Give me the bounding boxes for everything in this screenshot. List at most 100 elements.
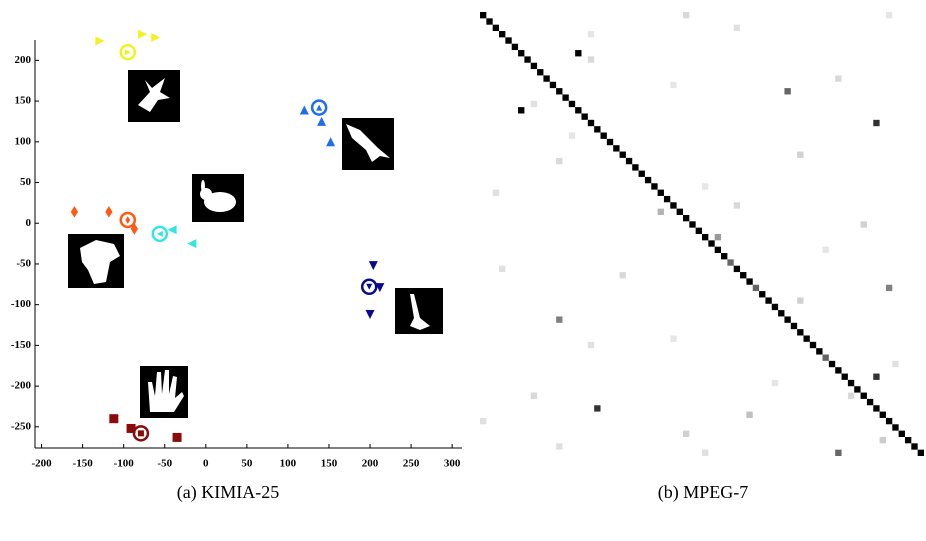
matrix-cell bbox=[625, 157, 633, 165]
matrix-cell bbox=[771, 303, 779, 311]
matrix-cell bbox=[727, 259, 734, 266]
matrix-cell bbox=[689, 221, 696, 228]
matrix-cell bbox=[765, 297, 772, 304]
center-point bbox=[124, 49, 131, 56]
point bbox=[109, 414, 119, 424]
matrix-cell bbox=[568, 100, 576, 108]
matrix-cell bbox=[702, 234, 709, 241]
matrix-cell bbox=[873, 405, 880, 412]
point bbox=[172, 432, 182, 442]
x-tick-label: 250 bbox=[403, 458, 420, 470]
matrix-cell bbox=[721, 253, 728, 260]
matrix-cell bbox=[492, 189, 500, 196]
matrix-cell bbox=[670, 335, 677, 342]
matrix-cell bbox=[682, 430, 690, 437]
center-point bbox=[156, 230, 163, 237]
point bbox=[326, 137, 336, 147]
matrix-cell bbox=[797, 329, 804, 336]
matrix-cell bbox=[518, 50, 525, 57]
matrix-cell bbox=[847, 392, 855, 399]
x-tick-label: 300 bbox=[444, 458, 461, 470]
matrix-cell bbox=[835, 449, 842, 456]
matrix-cell bbox=[866, 398, 874, 406]
matrix-cell bbox=[562, 94, 569, 101]
matrix-cell bbox=[511, 43, 519, 51]
point bbox=[70, 205, 79, 218]
matrix-cell bbox=[638, 170, 645, 177]
matrix-cell bbox=[911, 443, 918, 450]
matrix-cell bbox=[809, 341, 817, 349]
x-tick-label: 200 bbox=[362, 458, 379, 470]
y-tick-label: -200 bbox=[11, 380, 32, 392]
y-tick-label: 100 bbox=[15, 135, 32, 147]
matrix-cell bbox=[733, 202, 741, 209]
point bbox=[187, 239, 197, 249]
matrix-cell bbox=[873, 373, 880, 380]
matrix-cell bbox=[594, 126, 601, 133]
center-point bbox=[125, 216, 131, 224]
matrix-cell bbox=[790, 322, 798, 330]
point bbox=[151, 33, 161, 43]
y-tick-label: -250 bbox=[11, 420, 32, 432]
center-point bbox=[316, 104, 323, 111]
point bbox=[317, 116, 327, 126]
matrix-cell bbox=[847, 379, 855, 387]
center-ring bbox=[119, 211, 137, 229]
x-tick-label: -50 bbox=[157, 458, 172, 470]
point bbox=[105, 205, 113, 218]
matrix-cell bbox=[505, 37, 512, 44]
matrix-cell bbox=[702, 449, 709, 456]
center-ring bbox=[310, 99, 328, 116]
matrix-cell bbox=[486, 18, 493, 25]
matrix-cell bbox=[714, 246, 722, 254]
matrix-cell bbox=[885, 417, 893, 425]
matrix-cell bbox=[797, 297, 804, 304]
matrix-cell bbox=[841, 373, 848, 380]
matrix-cell bbox=[682, 214, 690, 222]
matrix-cell bbox=[568, 132, 576, 139]
matrix-cell bbox=[746, 278, 753, 285]
matrix-cell bbox=[543, 75, 550, 82]
x-tick-label: 150 bbox=[321, 458, 338, 470]
matrix-cell bbox=[822, 354, 829, 361]
matrix-cell bbox=[784, 316, 791, 323]
matrix-cell bbox=[670, 202, 677, 209]
matrix-cell bbox=[499, 265, 506, 273]
matrix-cell bbox=[619, 151, 626, 158]
matrix-cell bbox=[556, 316, 563, 323]
x-tick-label: 0 bbox=[203, 458, 209, 470]
matrix-cell bbox=[873, 119, 880, 127]
matrix-cell bbox=[600, 132, 607, 139]
matrix-cell bbox=[581, 113, 588, 120]
x-tick-label: -150 bbox=[73, 458, 94, 470]
matrix-cell bbox=[587, 56, 595, 63]
matrix-cell bbox=[746, 411, 753, 418]
matrix-cell bbox=[575, 50, 582, 57]
caption: (a) KIMIA-25 bbox=[177, 482, 279, 503]
y-tick-label: 50 bbox=[20, 176, 32, 188]
center-point bbox=[137, 430, 144, 437]
matrix-cell bbox=[556, 88, 563, 95]
center-ring bbox=[132, 425, 150, 442]
x-tick-label: 50 bbox=[241, 458, 253, 470]
matrix-cell bbox=[702, 183, 709, 190]
matrix-cell bbox=[663, 195, 671, 203]
matrix-cell bbox=[771, 379, 779, 387]
matrix-cell bbox=[854, 386, 861, 393]
matrix-cell bbox=[651, 183, 658, 190]
point bbox=[375, 283, 385, 293]
matrix-cell bbox=[879, 436, 886, 444]
matrix-cell bbox=[708, 240, 715, 247]
matrix-cell bbox=[733, 265, 741, 273]
matrix-cell bbox=[644, 176, 652, 184]
matrix-cell bbox=[480, 417, 487, 425]
matrix-cell bbox=[613, 145, 620, 152]
matrix-cell bbox=[879, 411, 886, 418]
matrix-cell bbox=[695, 227, 702, 234]
matrix-cell bbox=[803, 335, 810, 342]
matrix-cell bbox=[892, 424, 899, 431]
matrix-cell bbox=[917, 449, 924, 456]
matrix-cell bbox=[537, 69, 544, 76]
y-tick-label: -150 bbox=[11, 339, 32, 351]
